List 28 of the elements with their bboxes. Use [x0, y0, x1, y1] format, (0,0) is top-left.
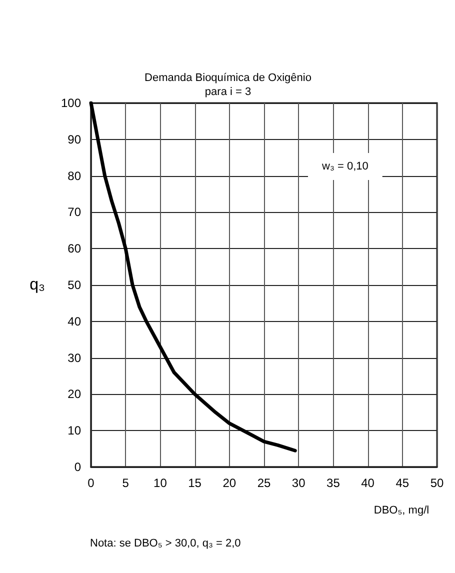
y-axis-title: q₃: [30, 276, 45, 294]
x-tick-label: 30: [292, 476, 306, 490]
y-tick-label: 80: [68, 168, 82, 183]
x-tick-label: 20: [222, 476, 236, 490]
y-tick-label: 100: [60, 96, 82, 110]
chart-title: Demanda Bioquímica de Oxigênio para i = 3: [144, 72, 312, 98]
y-tick-label: 50: [68, 278, 82, 292]
x-tick-label: 5: [122, 476, 130, 490]
x-tick-label: 0: [88, 476, 95, 490]
y-tick-label: 30: [68, 350, 82, 365]
y-tick-label: 60: [68, 242, 82, 256]
x-tick-label: 45: [396, 476, 410, 490]
x-tick-label: 40: [361, 476, 375, 490]
x-tick-label: 10: [154, 476, 168, 490]
y-tick-label: 0: [74, 460, 82, 474]
text: Nota: se DBO₅ > 30,0, q₃ = 2,0: [90, 538, 241, 550]
annotation: w₃ = 0,10: [321, 160, 368, 172]
y-tick-label: 10: [68, 424, 82, 438]
x-axis-title: DBO₅, mg/l: [374, 504, 430, 516]
line-series: [89, 101, 297, 452]
x-tick-label: 50: [430, 476, 444, 490]
x-tick-label: 25: [257, 476, 271, 490]
y-tick-label: 70: [68, 205, 82, 220]
x-tick-label: 35: [326, 476, 340, 490]
y-tick-label: 90: [68, 132, 82, 146]
y-tick-label: 20: [68, 387, 82, 402]
x-tick-label: 15: [188, 476, 202, 490]
y-tick-label: 40: [68, 314, 82, 328]
